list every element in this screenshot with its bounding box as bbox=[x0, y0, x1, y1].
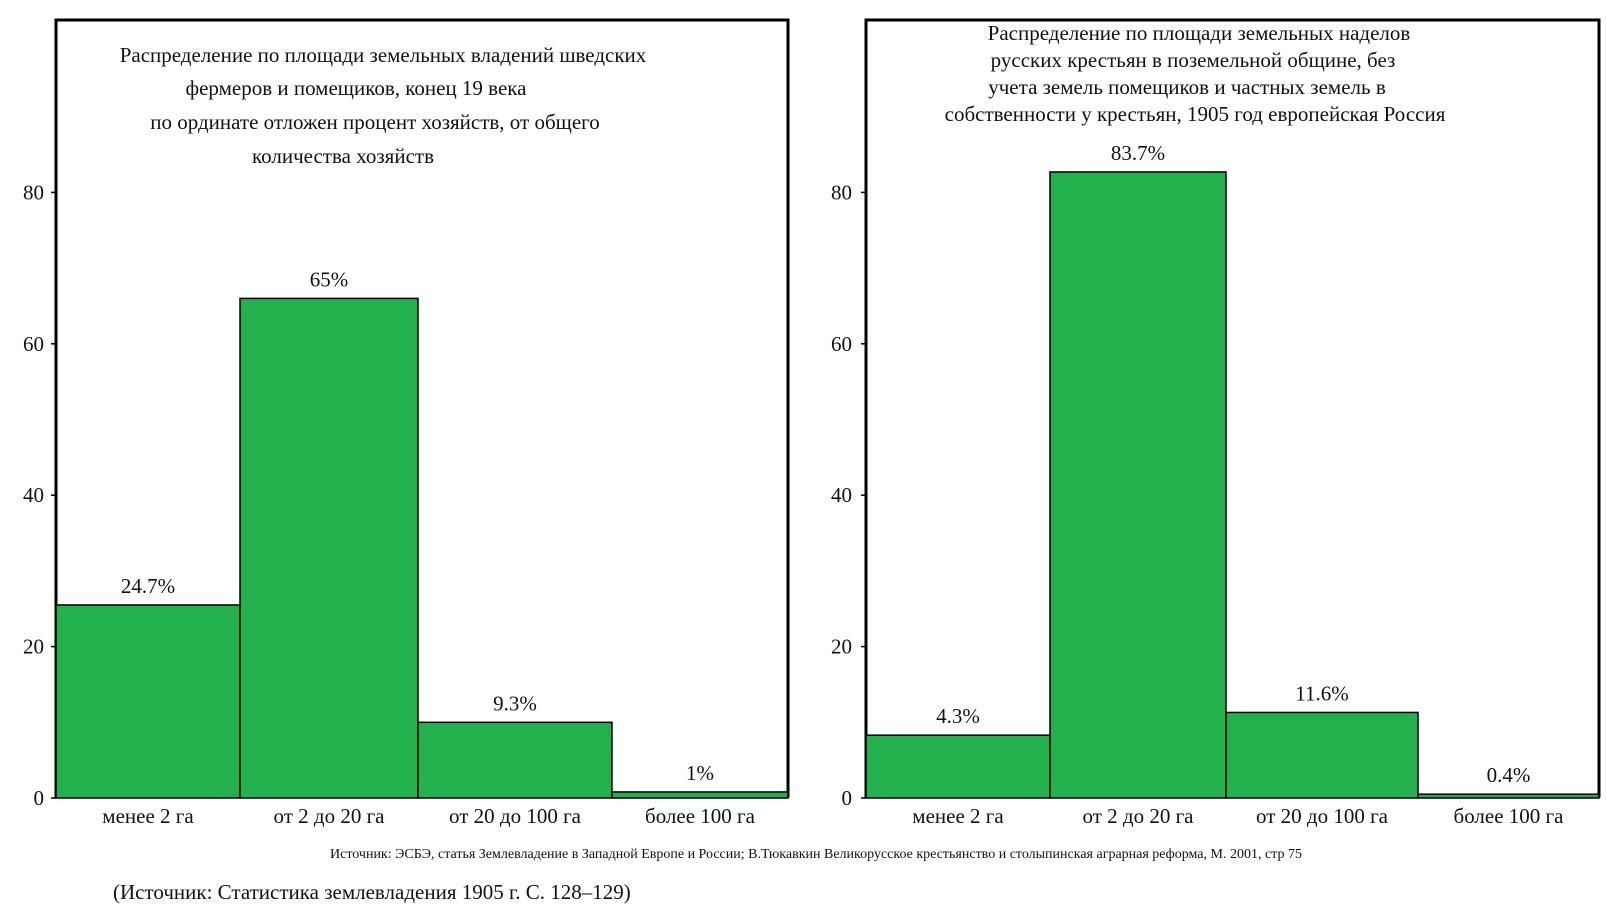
chart-right-category-label-1: менее 2 га bbox=[912, 804, 1004, 828]
chart-right-value-label-4: 0.4% bbox=[1487, 763, 1531, 787]
chart-right-y-tick-80: 80 bbox=[831, 180, 852, 204]
chart-right-categories: менее 2 га от 2 до 20 га от 20 до 100 га бо… bbox=[912, 804, 1564, 828]
chart-right-value-labels: 4.3% 83.7% 11.6% 0.4% bbox=[936, 141, 1530, 787]
chart-right-value-label-3: 11.6% bbox=[1295, 681, 1348, 705]
chart-left-value-labels: 24.7% 65% 9.3% 1% bbox=[121, 267, 714, 785]
chart-right-category-label-2: от 2 до 20 га bbox=[1082, 804, 1194, 828]
chart-right-bars bbox=[865, 171, 1600, 799]
chart-right-y-tick-40: 40 bbox=[831, 483, 852, 507]
chart-left-title-line-1: Распределение по площади земельных владе… bbox=[120, 43, 647, 67]
chart-right-value-label-2: 83.7% bbox=[1111, 141, 1165, 165]
chart-left-title-line-2: фермеров и помещиков, конец 19 века bbox=[185, 76, 527, 100]
chart-right-title-line-4: собственности у крестьян, 1905 год европ… bbox=[945, 102, 1446, 126]
source-note-2: (Источник: Статистика землевладения 1905… bbox=[113, 880, 631, 904]
chart-left-y-tick-80: 80 bbox=[23, 180, 44, 204]
chart-left-category-label-3: от 20 до 100 га bbox=[449, 804, 582, 828]
chart-right-y-ticks: 0 20 40 60 80 bbox=[831, 180, 866, 810]
chart-left: Распределение по площади земельных владе… bbox=[23, 18, 790, 828]
chart-left-bar-3 bbox=[417, 721, 613, 799]
chart-left-value-label-1: 24.7% bbox=[121, 574, 175, 598]
chart-left-y-tick-60: 60 bbox=[23, 332, 44, 356]
source-note-1: Источник: ЭСБЭ, статья Землевладение в З… bbox=[330, 847, 1302, 862]
chart-right-bar-3 bbox=[1225, 711, 1419, 799]
chart-right-frame bbox=[864, 18, 1601, 798]
chart-left-y-tick-0: 0 bbox=[34, 786, 45, 810]
chart-right-category-label-3: от 20 до 100 га bbox=[1256, 804, 1389, 828]
chart-right-bar-1 bbox=[865, 734, 1051, 799]
chart-left-y-ticks: 0 20 40 60 80 bbox=[23, 180, 56, 810]
chart-right-category-label-4: более 100 га bbox=[1454, 804, 1565, 828]
chart-right: Распределение по площади земельных надел… bbox=[831, 18, 1601, 828]
chart-left-category-label-1: менее 2 га bbox=[102, 804, 194, 828]
chart-left-title-line-3: по ординате отложен процент хозяйств, от… bbox=[150, 110, 599, 134]
chart-left-y-tick-40: 40 bbox=[23, 483, 44, 507]
chart-right-y-tick-0: 0 bbox=[842, 786, 853, 810]
chart-left-value-label-2: 65% bbox=[310, 267, 349, 291]
chart-left-bars bbox=[55, 297, 789, 799]
chart-right-bar-2 bbox=[1049, 171, 1227, 799]
chart-right-bar-4 bbox=[1417, 793, 1600, 799]
chart-left-category-label-2: от 2 до 20 га bbox=[273, 804, 385, 828]
chart-right-title-line-2: русских крестьян в поземельной общине, б… bbox=[991, 48, 1396, 72]
chart-left-title-line-4: количества хозяйств bbox=[252, 144, 434, 168]
chart-left-value-label-3: 9.3% bbox=[493, 691, 537, 715]
chart-right-title-line-1: Распределение по площади земельных надел… bbox=[988, 21, 1411, 45]
chart-left-categories: менее 2 га от 2 до 20 га от 20 до 100 га бо… bbox=[102, 804, 755, 828]
chart-left-value-label-4: 1% bbox=[686, 761, 714, 785]
chart-left-bar-4 bbox=[611, 791, 789, 799]
chart-left-bar-2 bbox=[239, 297, 419, 799]
chart-left-y-tick-20: 20 bbox=[23, 635, 44, 659]
chart-right-title-line-3: учета земель помещиков и частных земель … bbox=[988, 75, 1386, 99]
chart-right-y-tick-20: 20 bbox=[831, 635, 852, 659]
chart-right-y-tick-60: 60 bbox=[831, 332, 852, 356]
chart-left-category-label-4: более 100 га bbox=[645, 804, 756, 828]
chart-left-bar-1 bbox=[55, 604, 241, 799]
chart-right-value-label-1: 4.3% bbox=[936, 704, 980, 728]
